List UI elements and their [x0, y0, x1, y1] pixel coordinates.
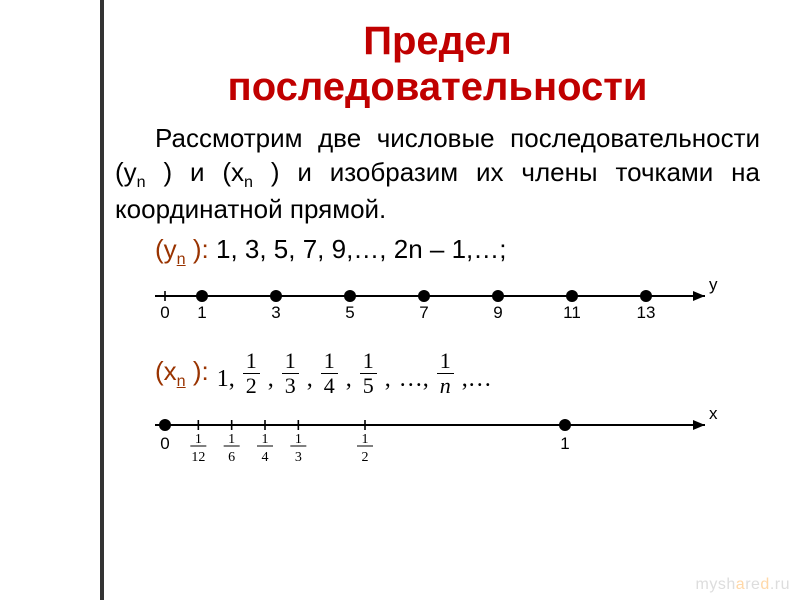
slide-title: Предел последовательности	[115, 18, 760, 110]
sequence-y-definition: (уn ): 1, 3, 5, 7, 9,…, 2n – 1,…;	[155, 233, 760, 270]
seq-y-label: (уn ):	[155, 234, 209, 264]
svg-text:0: 0	[160, 434, 169, 453]
svg-text:4: 4	[262, 450, 269, 465]
svg-text:1: 1	[262, 432, 269, 447]
vertical-rule	[100, 0, 104, 600]
svg-text:13: 13	[637, 303, 656, 322]
intro-paragraph: Рассмотрим две числовые последовательнос…	[115, 122, 760, 227]
svg-text:1: 1	[195, 432, 202, 447]
seq-x-values: 1,12,13,14,15,…,1n,…	[217, 350, 492, 397]
svg-text:1: 1	[295, 432, 302, 447]
sequence-x-definition: (хn ): 1,12,13,14,15,…,1n,…	[155, 350, 760, 397]
svg-text:0: 0	[160, 303, 169, 322]
svg-text:3: 3	[271, 303, 280, 322]
svg-text:3: 3	[295, 450, 302, 465]
seq-y-values: 1, 3, 5, 7, 9,…, 2n – 1,…;	[216, 234, 507, 264]
svg-text:1: 1	[197, 303, 206, 322]
svg-text:11: 11	[563, 303, 581, 322]
svg-text:5: 5	[345, 303, 354, 322]
watermark: myshared.ru	[696, 576, 790, 594]
title-line-2: последовательности	[228, 65, 648, 109]
svg-text:х: х	[709, 404, 718, 423]
slide-body: Рассмотрим две числовые последовательнос…	[115, 122, 760, 493]
svg-text:1: 1	[560, 434, 569, 453]
svg-text:9: 9	[493, 303, 502, 322]
svg-text:12: 12	[191, 450, 205, 465]
y-number-line: у0135791113	[145, 274, 760, 346]
svg-text:7: 7	[419, 303, 428, 322]
x-number-line: х0112161413121	[145, 403, 760, 493]
title-line-1: Предел	[363, 19, 511, 63]
svg-text:1: 1	[362, 432, 369, 447]
seq-x-label: (хn ):	[155, 355, 209, 392]
svg-text:6: 6	[228, 450, 235, 465]
svg-text:у: у	[709, 275, 718, 294]
svg-text:1: 1	[228, 432, 235, 447]
svg-text:2: 2	[362, 450, 369, 465]
slide: Предел последовательности Рассмотрим две…	[0, 0, 800, 600]
